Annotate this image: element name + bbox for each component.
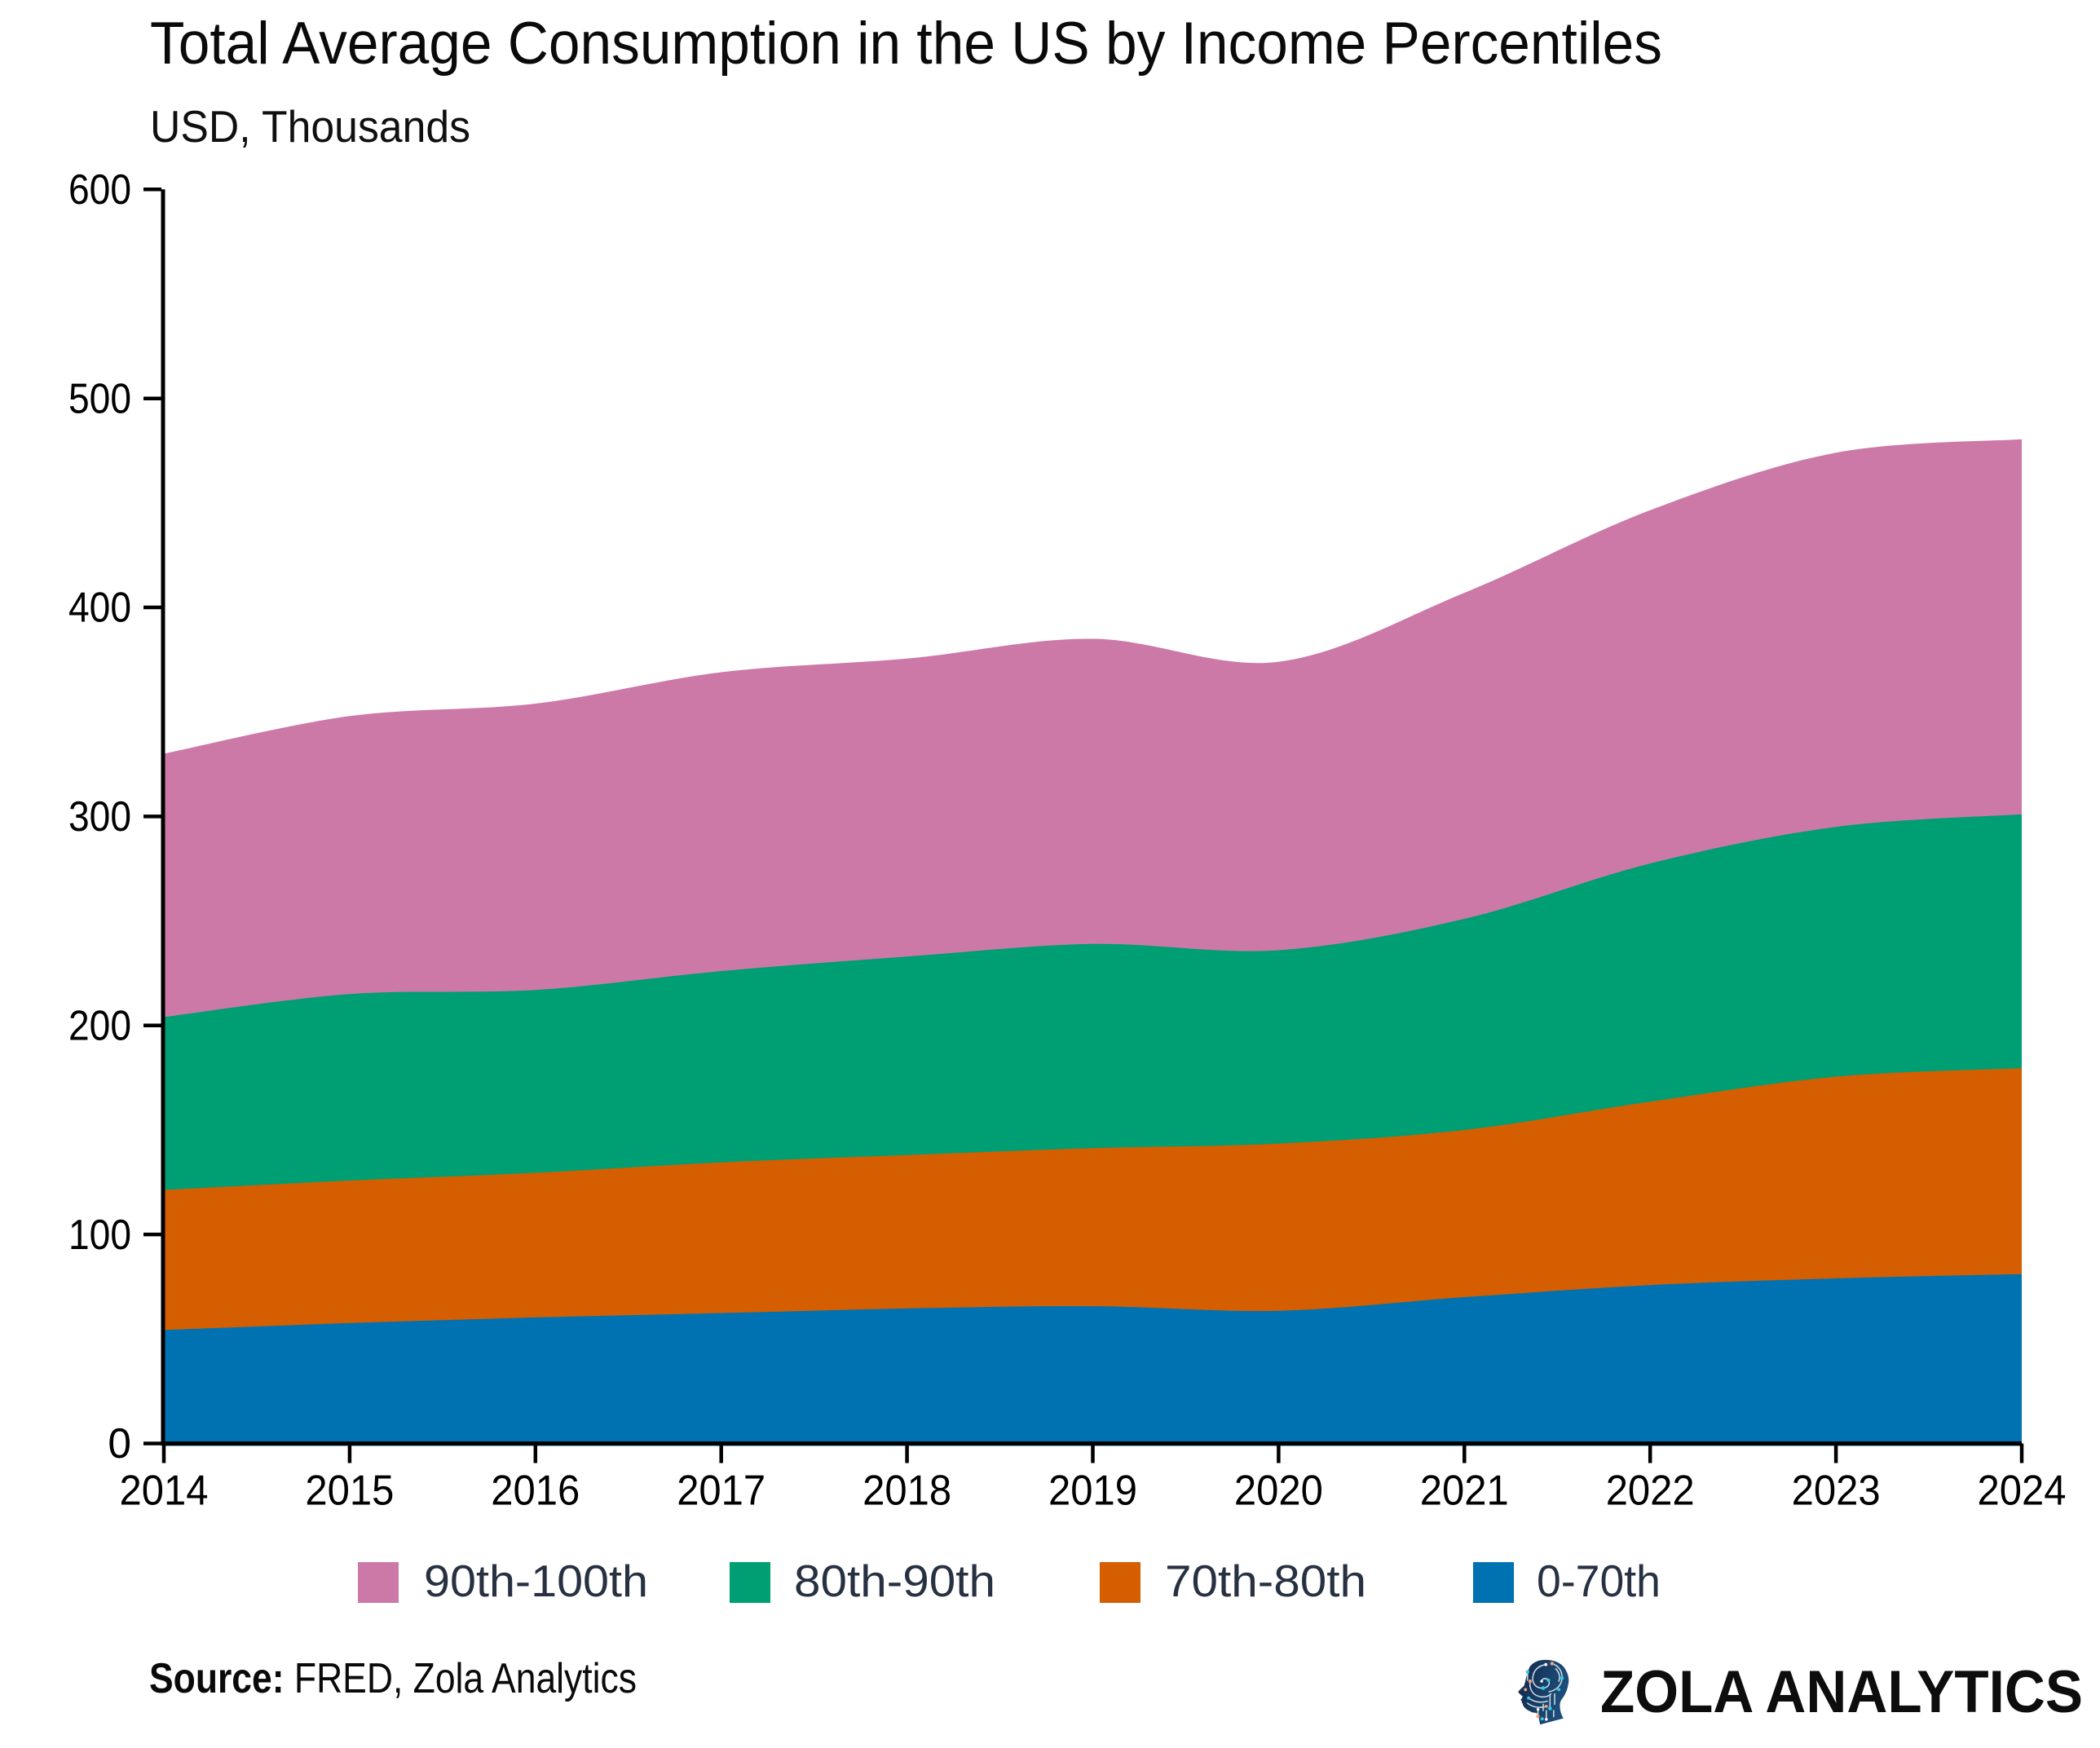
svg-text:2017: 2017 bbox=[677, 1467, 765, 1514]
svg-text:2015: 2015 bbox=[305, 1467, 394, 1514]
svg-text:USD, Thousands: USD, Thousands bbox=[150, 101, 470, 152]
svg-text:2014: 2014 bbox=[120, 1467, 209, 1514]
svg-text:80th-90th: 80th-90th bbox=[794, 1556, 995, 1606]
svg-text:300: 300 bbox=[68, 792, 131, 840]
svg-text:2016: 2016 bbox=[491, 1467, 580, 1514]
svg-text:0: 0 bbox=[108, 1419, 131, 1467]
svg-text:0-70th: 0-70th bbox=[1537, 1556, 1661, 1606]
svg-text:70th-80th: 70th-80th bbox=[1165, 1556, 1366, 1606]
svg-text:2020: 2020 bbox=[1234, 1467, 1323, 1514]
svg-text:2019: 2019 bbox=[1048, 1467, 1137, 1514]
svg-text:500: 500 bbox=[68, 374, 131, 422]
svg-text:400: 400 bbox=[68, 584, 131, 631]
svg-text:Total Average Consumption in t: Total Average Consumption in the US by I… bbox=[150, 11, 1662, 77]
svg-text:2021: 2021 bbox=[1420, 1467, 1509, 1514]
svg-text:Source: FRED, Zola Analytics: Source: FRED, Zola Analytics bbox=[149, 1655, 637, 1702]
svg-text:2024: 2024 bbox=[1978, 1467, 2067, 1514]
svg-text:600: 600 bbox=[68, 166, 131, 213]
svg-text:200: 200 bbox=[68, 1002, 131, 1049]
svg-text:2018: 2018 bbox=[862, 1467, 951, 1514]
svg-text:ZOLA ANALYTICS: ZOLA ANALYTICS bbox=[1600, 1658, 2083, 1725]
svg-text:2022: 2022 bbox=[1606, 1467, 1695, 1514]
svg-text:2023: 2023 bbox=[1792, 1467, 1881, 1514]
svg-text:90th-100th: 90th-100th bbox=[424, 1556, 648, 1606]
svg-text:100: 100 bbox=[68, 1211, 131, 1258]
